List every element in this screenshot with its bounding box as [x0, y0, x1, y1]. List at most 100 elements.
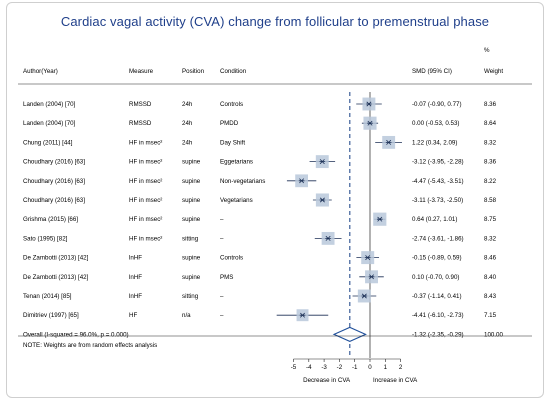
- header-condition: Condition: [220, 68, 247, 75]
- point-estimate-marker: [361, 293, 368, 299]
- row-author: Sato (1995) [82]: [23, 235, 68, 242]
- row-smd-ci: -3.12 (-3.95, -2.28): [412, 159, 464, 166]
- row-measure: lnHF: [129, 293, 142, 300]
- header-measure: Measure: [129, 68, 154, 75]
- row-author: Choudhary (2016) [63]: [23, 178, 85, 185]
- row-weight: 8.46: [484, 255, 497, 262]
- row-condition: Day Shift: [220, 139, 245, 146]
- row-smd-ci: 1.22 (0.34, 2.09): [412, 139, 457, 146]
- header-author: Author(Year): [23, 68, 58, 75]
- row-smd-ci: -0.37 (-1.14, 0.41): [412, 293, 462, 300]
- row-measure: HF in msec²: [129, 139, 162, 146]
- row-condition: Non-vegetarians: [220, 178, 265, 185]
- row-position: 24h: [182, 120, 193, 127]
- overall-weight: 100.00: [484, 331, 503, 338]
- row-weight: 8.22: [484, 178, 497, 185]
- row-smd-ci: 0.10 (-0.70, 0.90): [412, 274, 459, 281]
- point-estimate-marker: [367, 120, 373, 126]
- row-smd-ci: -4.41 (-6.10, -2.73): [412, 312, 464, 319]
- row-weight: 8.32: [484, 235, 497, 242]
- row-weight: 8.64: [484, 120, 497, 127]
- overall-label: Overall (I-squared = 96.0%, p = 0.000): [23, 331, 129, 338]
- x-tick-label: 1: [384, 364, 388, 371]
- overall-smd-ci: -1.32 (-2.35, -0.29): [412, 331, 464, 338]
- chart-title: Cardiac vagal activity (CVA) change from…: [60, 14, 490, 29]
- point-estimate-marker: [298, 178, 305, 184]
- row-smd-ci: 0.64 (0.27, 1.01): [412, 216, 457, 223]
- point-estimate-marker: [376, 216, 383, 222]
- row-position: supine: [182, 255, 201, 262]
- row-position: supine: [182, 197, 201, 204]
- point-estimate-marker: [385, 139, 392, 145]
- row-author: Dimitriev (1997) [65]: [23, 312, 79, 319]
- row-condition: PMDD: [220, 120, 239, 127]
- row-measure: HF in msec²: [129, 159, 162, 166]
- row-measure: lnHF: [129, 274, 142, 281]
- row-measure: HF in msec²: [129, 235, 162, 242]
- row-smd-ci: -2.74 (-3.61, -1.86): [412, 235, 464, 242]
- point-estimate-marker: [364, 255, 371, 261]
- row-weight: 8.75: [484, 216, 497, 223]
- header-weight: Weight: [484, 68, 503, 75]
- row-measure: HF in msec²: [129, 197, 162, 204]
- row-measure: HF: [129, 312, 137, 319]
- row-weight: 8.36: [484, 101, 497, 108]
- x-tick-label: 0: [368, 364, 372, 371]
- row-author: De Zambotti (2013) [42]: [23, 274, 89, 281]
- x-tick-label: 2: [399, 364, 403, 371]
- row-position: supine: [182, 159, 201, 166]
- header-position: Position: [182, 68, 205, 75]
- point-estimate-marker: [319, 159, 326, 165]
- row-condition: –: [220, 235, 224, 242]
- row-smd-ci: 0.00 (-0.53, 0.53): [412, 120, 459, 127]
- figure-frame: [6, 2, 544, 398]
- point-estimate-marker: [325, 235, 331, 241]
- row-position: supine: [182, 274, 201, 281]
- overall-diamond: [332, 326, 367, 343]
- row-condition: –: [220, 216, 224, 223]
- x-label-increase: Increase in CVA: [373, 377, 418, 384]
- row-author: De Zambotti (2013) [42]: [23, 255, 89, 262]
- row-condition: PMS: [220, 274, 233, 281]
- row-measure: HF in msec²: [129, 178, 162, 185]
- row-author: Chung (2011) [44]: [23, 139, 73, 146]
- point-estimate-marker: [319, 197, 326, 203]
- x-label-decrease: Decrease in CVA: [303, 377, 351, 384]
- row-smd-ci: -0.15 (-0.89, 0.59): [412, 255, 462, 262]
- header-smd: SMD (95% CI): [412, 68, 452, 75]
- x-tick-label: -4: [306, 364, 312, 371]
- weights-note: NOTE: Weights are from random effects an…: [23, 342, 157, 349]
- row-weight: 8.58: [484, 197, 497, 204]
- row-weight: 8.43: [484, 293, 497, 300]
- row-weight: 8.40: [484, 274, 497, 281]
- row-author: Choudhary (2016) [63]: [23, 159, 85, 166]
- row-condition: Controls: [220, 255, 243, 262]
- row-condition: Controls: [220, 101, 243, 108]
- row-position: n/a: [182, 312, 191, 319]
- point-estimate-marker: [299, 312, 306, 318]
- row-smd-ci: -3.11 (-3.73, -2.50): [412, 197, 463, 204]
- row-author: Landen (2004) [70]: [23, 120, 76, 127]
- x-tick-label: -2: [337, 364, 343, 371]
- row-condition: –: [220, 293, 224, 300]
- x-tick-label: -1: [352, 364, 358, 371]
- row-measure: HF in msec²: [129, 216, 162, 223]
- row-weight: 8.32: [484, 139, 497, 146]
- row-author: Choudhary (2016) [63]: [23, 197, 85, 204]
- row-position: 24h: [182, 101, 193, 108]
- x-tick-label: -5: [291, 364, 297, 371]
- row-author: Grishma (2015) [66]: [23, 216, 78, 223]
- row-position: 24h: [182, 139, 193, 146]
- row-measure: RMSSD: [129, 101, 152, 108]
- row-position: supine: [182, 178, 201, 185]
- row-condition: Eggetarians: [220, 159, 253, 166]
- row-author: Tenan (2014) [85]: [23, 293, 72, 300]
- row-position: supine: [182, 216, 201, 223]
- row-smd-ci: -0.07 (-0.90, 0.77): [412, 101, 462, 108]
- point-estimate-marker: [366, 101, 372, 107]
- row-condition: Vegetarians: [220, 197, 253, 204]
- row-author: Landen (2004) [70]: [23, 101, 76, 108]
- row-weight: 8.36: [484, 159, 497, 166]
- weight-header-top: %: [484, 47, 490, 54]
